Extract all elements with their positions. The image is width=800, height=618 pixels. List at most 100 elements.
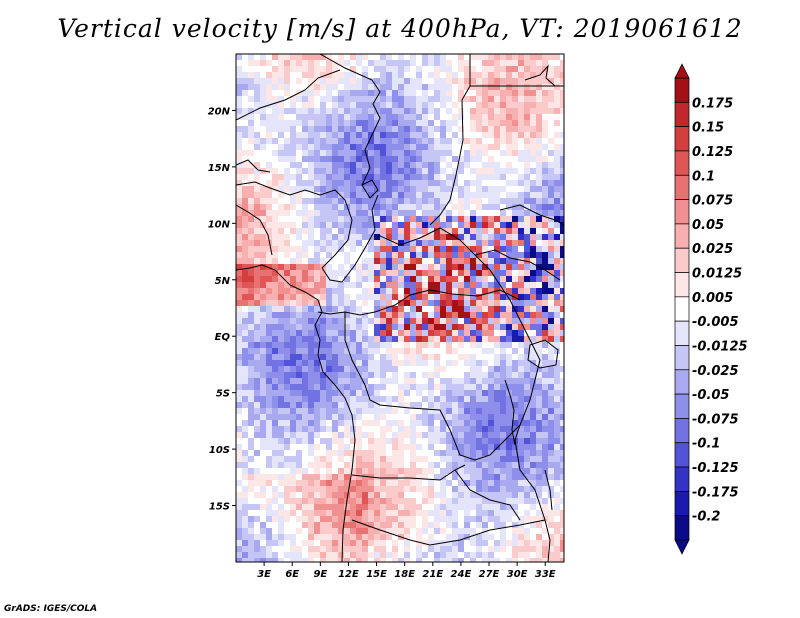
field-cell: [314, 144, 320, 150]
field-cell: [374, 156, 380, 162]
field-cell: [530, 270, 536, 276]
field-cell: [398, 132, 404, 138]
field-cell: [434, 438, 440, 444]
field-cell: [446, 114, 452, 120]
field-cell: [308, 168, 314, 174]
field-cell: [350, 480, 356, 486]
field-cell: [332, 504, 338, 510]
field-cell: [320, 444, 326, 450]
field-cell: [452, 270, 458, 276]
field-cell: [398, 306, 404, 312]
field-cell: [344, 60, 350, 66]
field-cell: [302, 162, 308, 168]
field-cell: [338, 348, 344, 354]
field-cell: [326, 294, 332, 300]
field-cell: [524, 306, 530, 312]
field-cell: [254, 174, 260, 180]
field-cell: [380, 144, 386, 150]
field-cell: [518, 516, 524, 522]
field-cell: [476, 306, 482, 312]
field-cell: [266, 228, 272, 234]
field-cell: [482, 198, 488, 204]
field-cell: [242, 168, 248, 174]
field-cell: [398, 288, 404, 294]
field-cell: [536, 228, 542, 234]
field-cell: [242, 204, 248, 210]
field-cell: [266, 90, 272, 96]
field-cell: [236, 234, 242, 240]
field-cell: [410, 276, 416, 282]
field-cell: [380, 102, 386, 108]
field-cell: [524, 216, 530, 222]
field-cell: [440, 438, 446, 444]
field-cell: [464, 510, 470, 516]
field-cell: [326, 66, 332, 72]
field-cell: [248, 90, 254, 96]
field-cell: [266, 516, 272, 522]
field-cell: [416, 486, 422, 492]
field-cell: [266, 534, 272, 540]
lake-tanganyika: [504, 379, 516, 446]
field-cell: [254, 216, 260, 222]
field-cell: [446, 432, 452, 438]
field-cell: [302, 486, 308, 492]
field-cell: [290, 336, 296, 342]
field-cell: [272, 222, 278, 228]
field-cell: [254, 312, 260, 318]
field-cell: [422, 264, 428, 270]
field-cell: [476, 516, 482, 522]
field-cell: [266, 474, 272, 480]
field-cell: [296, 174, 302, 180]
field-cell: [410, 504, 416, 510]
field-cell: [482, 324, 488, 330]
field-cell: [410, 456, 416, 462]
field-cell: [416, 144, 422, 150]
field-cell: [488, 360, 494, 366]
field-cell: [374, 462, 380, 468]
field-cell: [350, 156, 356, 162]
field-cell: [542, 300, 548, 306]
field-cell: [470, 438, 476, 444]
field-cell: [458, 372, 464, 378]
field-cell: [428, 102, 434, 108]
field-cell: [386, 84, 392, 90]
field-cell: [440, 156, 446, 162]
field-cell: [308, 396, 314, 402]
field-cell: [302, 384, 308, 390]
field-cell: [296, 72, 302, 78]
field-cell: [248, 432, 254, 438]
field-cell: [554, 492, 560, 498]
field-cell: [350, 204, 356, 210]
field-cell: [278, 210, 284, 216]
field-cell: [380, 90, 386, 96]
field-cell: [356, 66, 362, 72]
field-cell: [242, 234, 248, 240]
field-cell: [272, 72, 278, 78]
field-cell: [458, 552, 464, 558]
field-cell: [254, 450, 260, 456]
field-cell: [452, 102, 458, 108]
field-cell: [332, 342, 338, 348]
field-cell: [440, 426, 446, 432]
field-cell: [554, 462, 560, 468]
field-cell: [248, 198, 254, 204]
field-cell: [362, 510, 368, 516]
field-cell: [392, 162, 398, 168]
field-cell: [530, 372, 536, 378]
field-cell: [374, 144, 380, 150]
field-cell: [302, 312, 308, 318]
field-cell: [356, 342, 362, 348]
field-cell: [398, 366, 404, 372]
field-cell: [440, 168, 446, 174]
field-cell: [470, 348, 476, 354]
field-cell: [506, 516, 512, 522]
field-cell: [404, 192, 410, 198]
field-cell: [386, 420, 392, 426]
field-cell: [308, 420, 314, 426]
field-cell: [494, 246, 500, 252]
field-cell: [506, 348, 512, 354]
field-cell: [542, 558, 548, 562]
field-cell: [518, 240, 524, 246]
field-cell: [434, 510, 440, 516]
field-cell: [398, 522, 404, 528]
